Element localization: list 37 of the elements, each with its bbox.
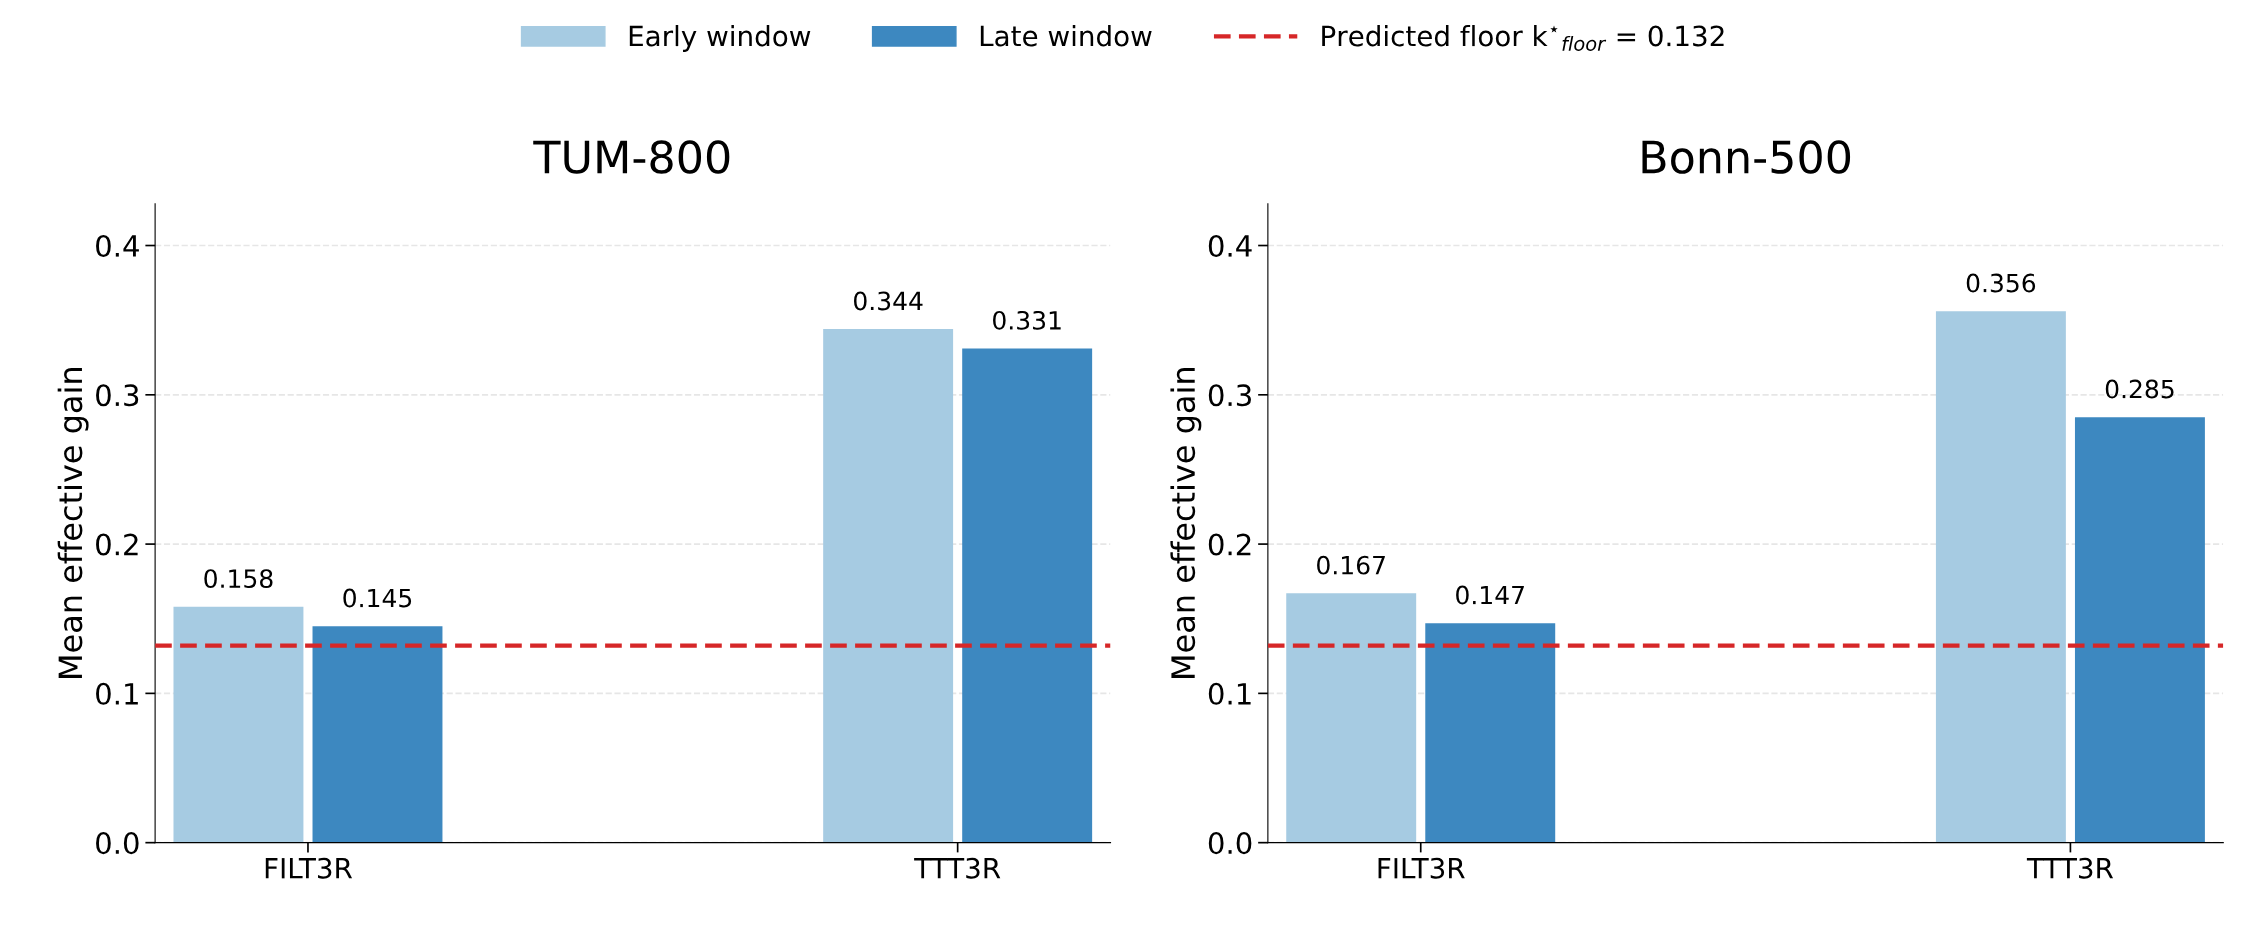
y-tick-label: 0.1 <box>1208 682 1251 705</box>
data-label: 0.167 <box>1317 555 1385 575</box>
y-tick-label: 0.3 <box>96 384 139 407</box>
y-tick-label: 0.3 <box>1208 384 1251 407</box>
data-label: 0.344 <box>854 291 923 311</box>
bar <box>312 626 443 843</box>
bar <box>2074 417 2205 843</box>
data-label: 0.145 <box>343 588 412 608</box>
x-tick-label: TTT3R <box>914 857 1001 879</box>
data-label: 0.356 <box>1966 273 2036 293</box>
y-tick-label: 0.2 <box>1208 533 1251 556</box>
bar <box>1935 311 2066 843</box>
x-tick-label: FILT3R <box>265 857 353 879</box>
data-label: 0.147 <box>1456 585 1524 605</box>
data-label: 0.158 <box>204 569 273 589</box>
chart-title: TUM-800 <box>533 140 730 174</box>
y-tick-label: 0.0 <box>96 832 139 855</box>
legend-label: Predicted floor k$^{⋆}$$_{floor}$ = 0.132 <box>1322 25 1724 51</box>
y-axis-title: Mean effective gain <box>57 368 89 678</box>
data-label: 0.331 <box>993 310 1061 330</box>
bar <box>173 606 304 843</box>
y-tick-label: 0.4 <box>1208 234 1252 258</box>
bar <box>823 329 954 843</box>
legend-label: Early window <box>629 25 811 52</box>
y-tick-label: 0.1 <box>96 682 138 705</box>
y-tick-label: 0.2 <box>96 533 138 556</box>
bar <box>1425 623 1556 843</box>
y-tick-label: 0.0 <box>1208 832 1252 855</box>
x-tick-label: FILT3R <box>1378 857 1465 879</box>
x-tick-label: TTT3R <box>2026 857 2114 879</box>
data-label: 0.285 <box>2105 379 2174 399</box>
y-tick-label: 0.4 <box>96 234 139 258</box>
bar <box>962 348 1093 843</box>
legend-label: Late window <box>980 25 1152 47</box>
bar <box>1286 593 1417 843</box>
chart-title: Bonn-500 <box>1642 140 1851 174</box>
y-axis-title: Mean effective gain <box>1170 368 1202 678</box>
